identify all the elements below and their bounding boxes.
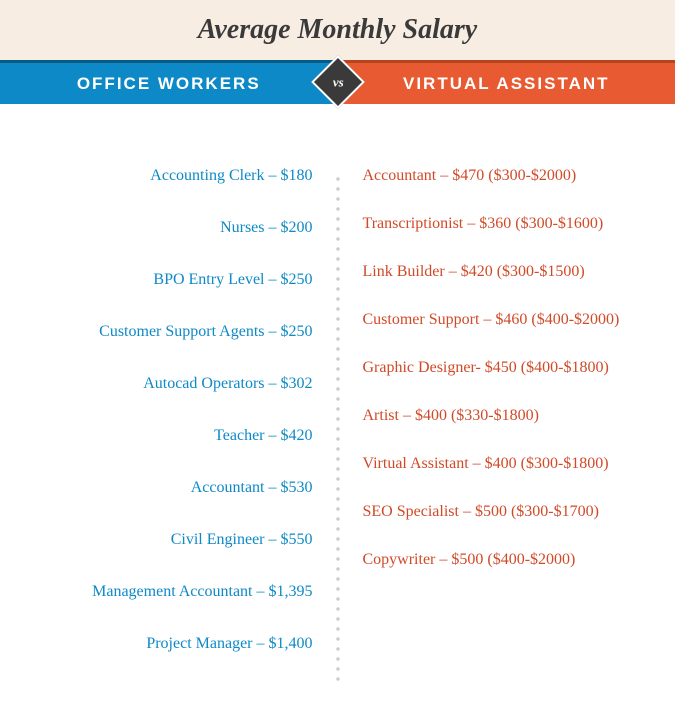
page-title: Average Monthly Salary: [198, 14, 477, 46]
virtual-assistant-item: Accountant – $470 ($300-$2000): [363, 164, 656, 188]
virtual-assistant-item: Link Builder – $420 ($300-$1500): [363, 260, 656, 284]
virtual-assistant-item: Customer Support – $460 ($400-$2000): [363, 308, 656, 332]
header: Average Monthly Salary: [0, 0, 675, 60]
office-workers-column: Accounting Clerk – $180 Nurses – $200 BPO …: [0, 164, 333, 684]
office-worker-item: Customer Support Agents – $250: [20, 320, 313, 344]
comparison-banner: OFFICE WORKERS VIRTUAL ASSISTANT vs: [0, 60, 675, 104]
banner-left-label: OFFICE WORKERS: [77, 74, 261, 94]
office-worker-item: Accountant – $530: [20, 476, 313, 500]
content: Accounting Clerk – $180 Nurses – $200 BPO …: [0, 104, 675, 684]
office-worker-item: Civil Engineer – $550: [20, 528, 313, 552]
divider-dots: [336, 174, 340, 684]
office-worker-item: Management Accountant – $1,395: [20, 580, 313, 604]
vs-label: vs: [332, 74, 343, 90]
virtual-assistant-item: Transcriptionist – $360 ($300-$1600): [363, 212, 656, 236]
banner-right: VIRTUAL ASSISTANT: [338, 60, 675, 104]
office-worker-item: Teacher – $420: [20, 424, 313, 448]
office-worker-item: BPO Entry Level – $250: [20, 268, 313, 292]
office-worker-item: Project Manager – $1,400: [20, 632, 313, 656]
office-worker-item: Autocad Operators – $302: [20, 372, 313, 396]
virtual-assistant-item: Virtual Assistant – $400 ($300-$1800): [363, 452, 656, 476]
virtual-assistant-item: Artist – $400 ($330-$1800): [363, 404, 656, 428]
virtual-assistant-item: SEO Specialist – $500 ($300-$1700): [363, 500, 656, 524]
virtual-assistant-item: Graphic Designer- $450 ($400-$1800): [363, 356, 656, 380]
virtual-assistant-item: Copywriter – $500 ($400-$2000): [363, 548, 656, 572]
banner-left: OFFICE WORKERS: [0, 60, 338, 104]
office-worker-item: Accounting Clerk – $180: [20, 164, 313, 188]
virtual-assistant-column: Accountant – $470 ($300-$2000) Transcript…: [333, 164, 675, 684]
office-worker-item: Nurses – $200: [20, 216, 313, 240]
banner-right-label: VIRTUAL ASSISTANT: [403, 74, 610, 94]
